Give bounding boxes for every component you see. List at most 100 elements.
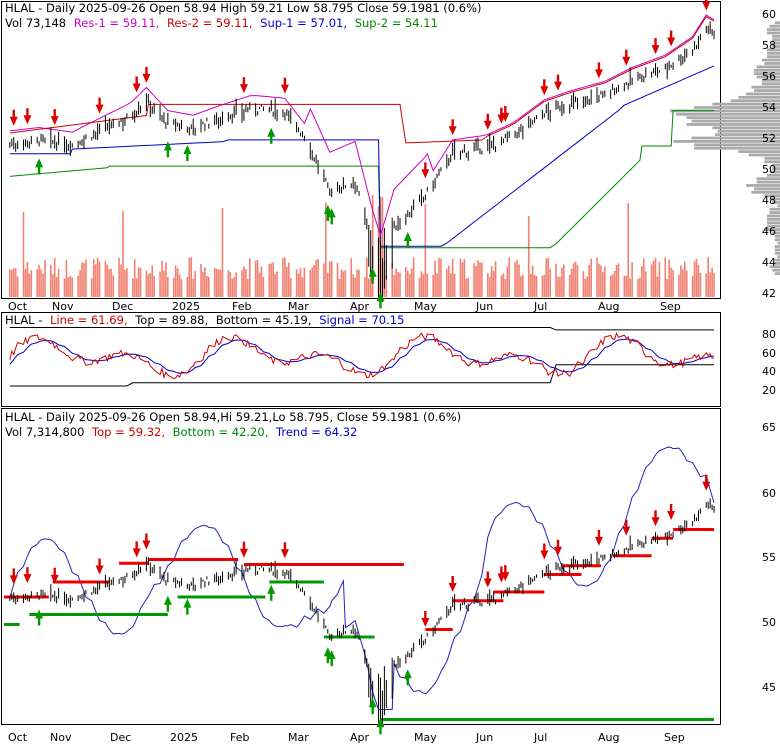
volume-bar <box>446 268 448 297</box>
volume-bar <box>30 270 33 297</box>
histogram-bar <box>715 133 780 137</box>
trend-panel-title: HLAL - Daily 2025-09-26 Open 58.94,Hi 59… <box>5 410 461 424</box>
sell-arrow <box>448 119 457 136</box>
volume-bar <box>65 259 68 297</box>
volume-bar <box>611 274 614 297</box>
volume-bar <box>596 257 598 297</box>
volume-bar <box>202 271 204 297</box>
volume-bar <box>163 270 165 297</box>
volume-bar <box>344 270 347 297</box>
osc-top-label: Top = 89.88, <box>134 313 208 327</box>
oscillator-panel-frame <box>1 312 721 407</box>
volume-bar <box>96 257 99 297</box>
histogram-bar <box>764 228 780 231</box>
volume-bar <box>282 258 284 297</box>
x-tick: Feb <box>230 731 249 744</box>
volume-profile-histogram <box>670 21 780 275</box>
volume-bar <box>449 273 452 297</box>
histogram-bar <box>769 211 780 214</box>
volume-bar <box>576 264 579 297</box>
volume-bar <box>395 268 397 297</box>
histogram-bar <box>754 187 780 191</box>
sell-arrow <box>651 38 660 55</box>
volume-bar <box>440 258 442 297</box>
histogram-bar <box>769 265 780 269</box>
volume-bar <box>693 261 696 297</box>
y-tick: 60 <box>762 8 776 21</box>
volume-bar <box>145 270 148 297</box>
x-tick: Jun <box>475 731 493 744</box>
volume-bar <box>584 278 587 297</box>
volume-bar <box>330 261 333 297</box>
x-tick: 2025 <box>172 300 200 313</box>
price-bars <box>9 21 715 303</box>
res2-label: Res-2 = 59.11, <box>167 16 253 30</box>
volume-bar <box>159 271 161 297</box>
volume-bar <box>94 264 97 297</box>
x-tick: May <box>414 731 437 744</box>
buy-arrow <box>35 609 44 626</box>
volume-bar <box>57 268 60 297</box>
osc-ticker-label: HLAL - <box>5 313 42 327</box>
sell-arrow <box>497 566 506 583</box>
histogram-bar <box>767 55 780 59</box>
buy-arrow <box>368 698 377 715</box>
volume-bar <box>122 210 124 297</box>
x-tick: Dec <box>110 731 131 744</box>
volume-bar <box>354 277 356 297</box>
y-tick: 55 <box>762 551 776 564</box>
y-tick: 20 <box>762 384 776 397</box>
volume-bar <box>397 272 399 297</box>
volume-bar <box>641 266 643 297</box>
volume-bar <box>217 269 220 297</box>
sell-arrow <box>651 510 660 527</box>
volume-bar <box>535 275 538 297</box>
volume-bar <box>85 259 87 297</box>
volume-bar <box>549 268 551 297</box>
price-y-axis: 60 58 56 54 52 50 48 46 44 42 <box>762 8 776 300</box>
volume-bar <box>691 275 694 297</box>
svg-text:Vol 73,148 Res-1 = 59.11,: Vol 73,148 Res-1 = 59.11, Res-2 = 59.11,… <box>5 16 438 30</box>
histogram-bar <box>764 156 780 160</box>
histogram-bar <box>673 140 780 143</box>
volume-bar <box>422 274 425 297</box>
volume-bar <box>167 277 169 297</box>
volume-bar <box>568 274 571 297</box>
x-tick: Aug <box>598 300 619 313</box>
volume-bar <box>350 258 353 297</box>
price-panel-frame <box>1 1 721 299</box>
histogram-bar <box>774 262 780 265</box>
buy-arrow <box>403 232 412 249</box>
sell-arrow <box>594 529 603 546</box>
volume-bar <box>42 273 44 297</box>
volume-bar <box>241 269 243 297</box>
volume-bar <box>126 268 128 297</box>
volume-bar <box>303 267 306 297</box>
volume-bar <box>323 263 325 297</box>
volume-bar <box>71 277 74 297</box>
x-tick: Apr <box>350 731 370 744</box>
volume-bar <box>24 269 27 297</box>
volume-bar <box>713 272 715 297</box>
volume-bar <box>51 274 54 297</box>
volume-bar <box>412 257 415 297</box>
volume-bar <box>652 260 655 297</box>
trend-volume-label: Vol 7,314,800 <box>5 425 84 439</box>
volume-bar <box>604 266 606 297</box>
histogram-bar <box>774 245 780 248</box>
osc-bottom-band <box>9 364 714 387</box>
volume-bar <box>262 276 265 297</box>
volume-bar <box>231 278 234 297</box>
volume-bar <box>153 276 156 297</box>
volume-bar <box>453 273 456 297</box>
volume-bar <box>637 278 639 297</box>
histogram-bar <box>712 126 780 130</box>
volume-bar <box>424 204 427 297</box>
volume-bar <box>369 266 372 297</box>
volume-bar <box>309 270 312 297</box>
osc-top-band <box>9 327 714 331</box>
x-tick: Feb <box>232 300 251 313</box>
buy-arrow <box>267 127 276 144</box>
volume-bar <box>683 261 686 297</box>
histogram-bar <box>694 143 780 147</box>
